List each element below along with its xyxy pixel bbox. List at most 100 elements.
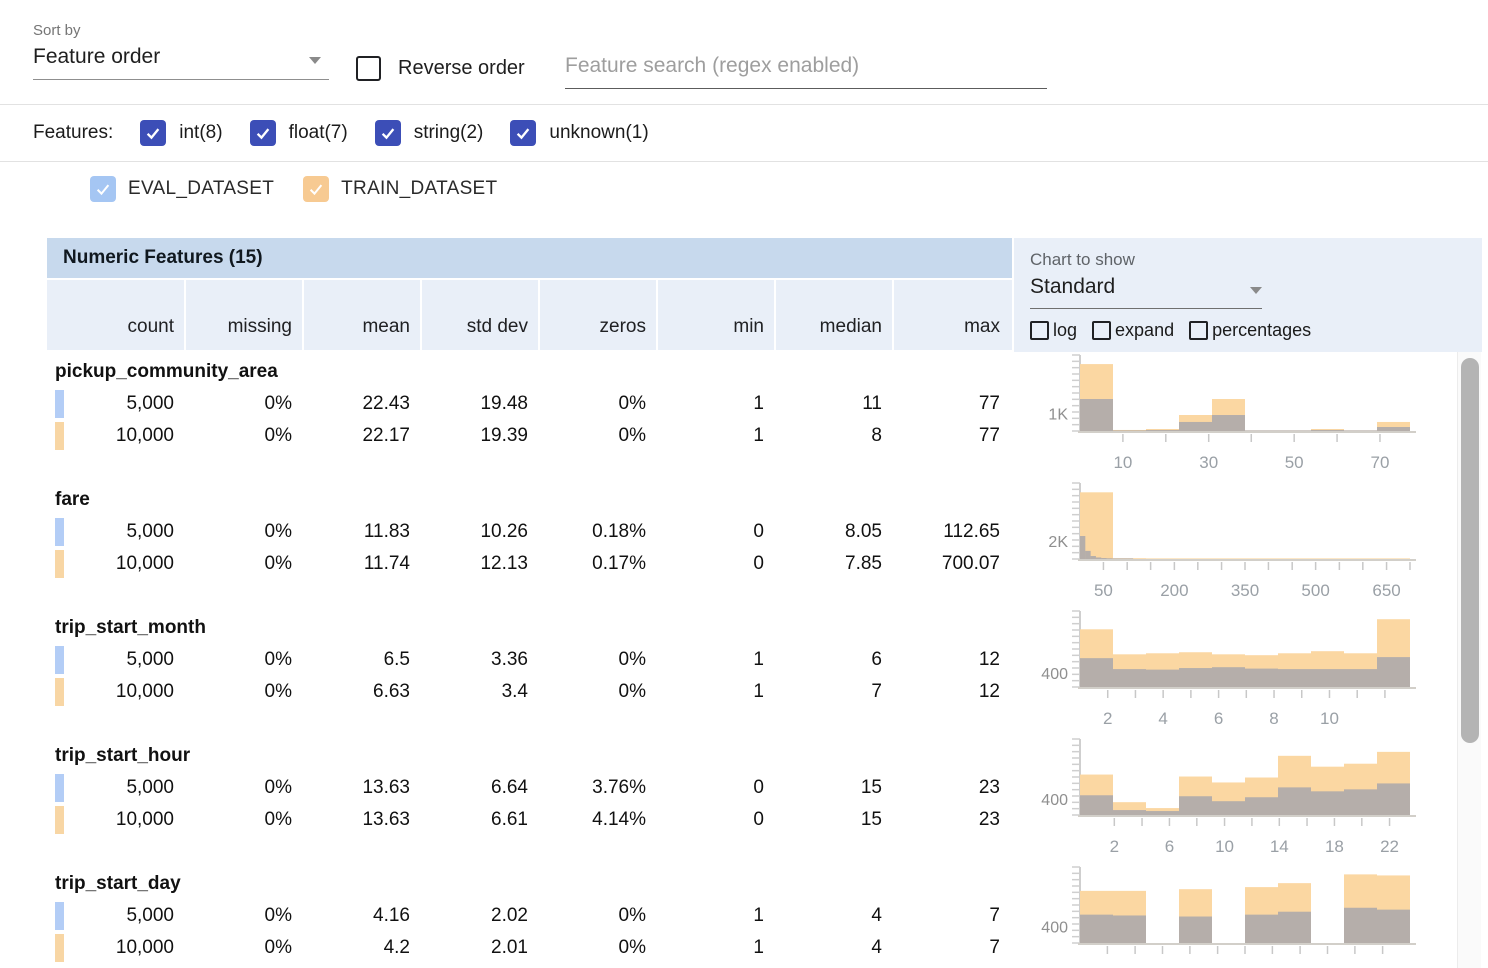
stats-row-train: 10,0000%22.1719.390%1877 (47, 420, 1012, 452)
feature-name: pickup_community_area (47, 358, 1012, 388)
feature-block-fare: fare5,0000%11.8310.260.18%08.05112.6510,… (47, 478, 1012, 606)
bar-eval_dataset (1278, 912, 1311, 943)
stat-median: 15 (774, 777, 892, 799)
stat-zeros: 0.18% (538, 521, 656, 543)
x-axis-tick-label: 10 (1113, 453, 1132, 472)
x-axis-tick-label: 50 (1285, 453, 1304, 472)
histogram-trip_start_day[interactable]: 400 (1014, 864, 1482, 968)
stat-max: 7 (892, 937, 1010, 959)
dataset-legend: EVAL_DATASET TRAIN_DATASET (90, 176, 526, 202)
stats-columns: Numeric Features (15) count missing mean… (47, 238, 1012, 968)
stat-std-dev: 3.36 (420, 649, 538, 671)
col-header-max: max (892, 280, 1010, 350)
y-axis-tick-label: 400 (1041, 919, 1068, 936)
feature-search-input[interactable] (565, 50, 1047, 89)
bar-eval_dataset (1212, 801, 1245, 815)
reverse-order-checkbox[interactable] (356, 56, 381, 81)
stat-max: 700.07 (892, 553, 1010, 575)
stat-missing: 0% (184, 809, 302, 831)
train-dataset-checkbox[interactable] (303, 176, 329, 202)
expand-option: expand (1092, 320, 1174, 341)
stat-min: 0 (656, 777, 774, 799)
stat-missing: 0% (184, 425, 302, 447)
percentages-checkbox[interactable] (1189, 321, 1208, 340)
bar-eval_dataset (1113, 810, 1146, 815)
stat-std-dev: 19.39 (420, 425, 538, 447)
stats-row-train: 10,0000%11.7412.130.17%07.85700.07 (47, 548, 1012, 580)
histogram-row-fare: 2K50200350500650 (1014, 480, 1482, 608)
expand-checkbox[interactable] (1092, 321, 1111, 340)
string-checkbox[interactable] (375, 120, 401, 146)
filter-int: int(8) (140, 120, 222, 146)
stat-std-dev: 19.48 (420, 393, 538, 415)
col-header-missing: missing (184, 280, 302, 350)
x-axis-tick-label: 18 (1325, 837, 1344, 856)
sort-by-select[interactable]: Feature order (33, 39, 329, 80)
percentages-option: percentages (1189, 320, 1311, 341)
stats-row-train: 10,0000%13.636.614.14%01523 (47, 804, 1012, 836)
stat-count: 10,000 (47, 681, 184, 703)
dropdown-arrow-icon (309, 57, 321, 64)
stat-zeros: 0% (538, 425, 656, 447)
stat-mean: 22.43 (302, 393, 420, 415)
stat-min: 1 (656, 905, 774, 927)
x-axis-tick-label: 6 (1214, 709, 1223, 728)
bar-eval_dataset (1311, 791, 1344, 815)
sort-by-label: Sort by (33, 22, 329, 39)
bar-eval_dataset (1117, 558, 1122, 559)
bar-eval_dataset (1245, 915, 1278, 943)
stat-zeros: 0% (538, 905, 656, 927)
histogram-row-trip_start_hour: 4002610141822 (1014, 736, 1482, 864)
bar-eval_dataset (1344, 669, 1377, 687)
vertical-scrollbar[interactable] (1457, 352, 1481, 968)
bar-eval_dataset (1107, 558, 1112, 559)
stat-zeros: 0% (538, 393, 656, 415)
histogram-pickup_community_area[interactable]: 1K10305070 (1014, 352, 1482, 480)
bar-train_dataset (1146, 558, 1179, 559)
feature-search-group (565, 50, 1047, 89)
train-color-swatch (55, 550, 64, 578)
bar-eval_dataset (1245, 430, 1278, 431)
filter-unknown: unknown(1) (510, 120, 648, 146)
stat-std-dev: 3.4 (420, 681, 538, 703)
checkmark-icon (143, 123, 163, 143)
bar-eval_dataset (1179, 422, 1212, 431)
chart-type-select[interactable]: Standard (1030, 275, 1262, 309)
stat-min: 1 (656, 681, 774, 703)
bar-train_dataset (1377, 558, 1410, 559)
bar-eval_dataset (1344, 908, 1377, 943)
stats-row-train: 10,0000%6.633.40%1712 (47, 676, 1012, 708)
stat-min: 0 (656, 521, 774, 543)
stat-zeros: 0% (538, 681, 656, 703)
float-label: float(7) (289, 122, 348, 144)
histogram-trip_start_hour[interactable]: 4002610141822 (1014, 736, 1482, 864)
feature-name: trip_start_day (47, 870, 1012, 900)
charts-column: 1K103050702K50200350500650400246810 400 2 6… (1014, 352, 1482, 968)
chart-to-show-label: Chart to show (1030, 250, 1482, 270)
stat-zeros: 4.14% (538, 809, 656, 831)
stat-mean: 6.5 (302, 649, 420, 671)
int-checkbox[interactable] (140, 120, 166, 146)
log-checkbox[interactable] (1030, 321, 1049, 340)
bar-eval_dataset (1377, 657, 1410, 687)
stat-count: 10,000 (47, 425, 184, 447)
eval-dataset-checkbox[interactable] (90, 176, 116, 202)
x-axis-tick-label: 2 (1110, 837, 1119, 856)
feature-name: fare (47, 486, 1012, 516)
stats-row-eval: 5,0000%4.162.020%147 (47, 900, 1012, 932)
stat-mean: 13.63 (302, 777, 420, 799)
scrollbar-thumb[interactable] (1461, 358, 1479, 743)
filter-float: float(7) (250, 120, 348, 146)
stat-median: 15 (774, 809, 892, 831)
stat-count: 5,000 (47, 905, 184, 927)
histogram-trip_start_month[interactable]: 400246810 (1014, 608, 1482, 736)
stat-missing: 0% (184, 905, 302, 927)
bar-eval_dataset (1128, 558, 1133, 559)
histogram-fare[interactable]: 2K50200350500650 (1014, 480, 1482, 608)
train-dataset-label: TRAIN_DATASET (341, 178, 497, 200)
unknown-checkbox[interactable] (510, 120, 536, 146)
bar-eval_dataset (1245, 669, 1278, 687)
float-checkbox[interactable] (250, 120, 276, 146)
eval-dataset-label: EVAL_DATASET (128, 178, 274, 200)
stat-min: 1 (656, 425, 774, 447)
